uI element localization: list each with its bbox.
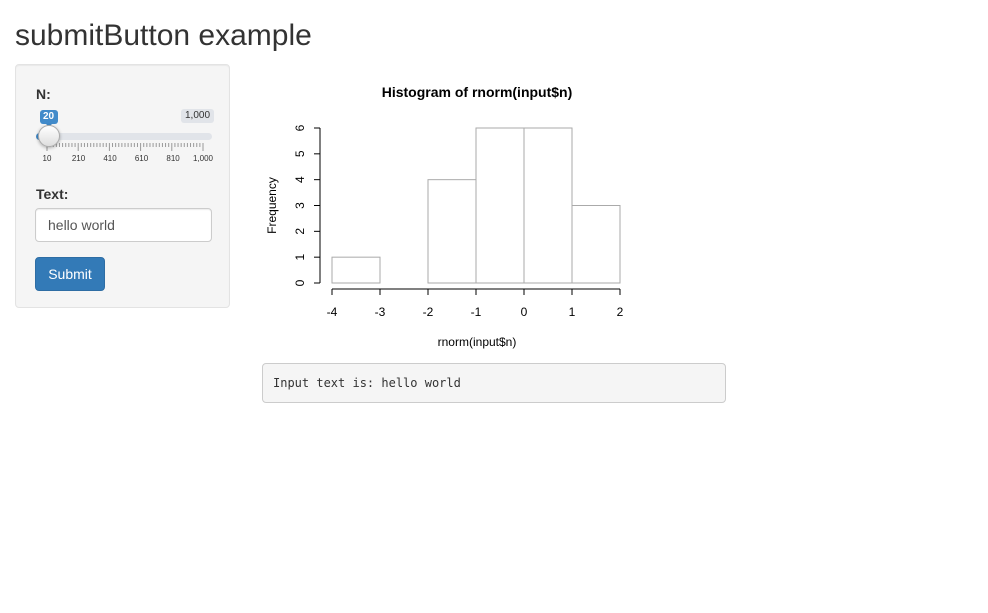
text-label: Text:	[36, 186, 69, 202]
histogram-bar	[427, 179, 477, 284]
histogram-bar	[331, 256, 381, 284]
slider-handle[interactable]	[37, 125, 60, 147]
y-tick-label: 5	[293, 150, 307, 157]
x-tick-label: -3	[375, 305, 386, 319]
text-output: Input text is: hello world	[262, 363, 726, 403]
slider-label: N:	[36, 86, 51, 102]
x-tick-label: -1	[471, 305, 482, 319]
y-tick-label: 0	[293, 279, 307, 286]
slider-tick-label: 410	[103, 154, 117, 163]
submit-button[interactable]: Submit	[35, 257, 105, 291]
page-title: submitButton example	[15, 19, 312, 52]
x-tick-label: 0	[521, 305, 528, 319]
x-tick-label: -4	[327, 305, 338, 319]
text-input[interactable]	[35, 208, 212, 242]
slider-ticks	[46, 143, 204, 151]
slider-tick-label: 610	[134, 154, 149, 163]
histogram-plot: Histogram of rnorm(input$n) -4 -3 -2 -1 0 1 2 rn…	[265, 84, 624, 349]
x-tick-label: 2	[617, 305, 624, 319]
y-tick-label: 4	[293, 176, 307, 183]
histogram-bar	[475, 127, 525, 284]
slider-tick-label: 1,000	[192, 154, 214, 163]
slider-max-badge: 1,000	[181, 109, 215, 123]
x-axis-label: rnorm(input$n)	[438, 335, 517, 349]
y-tick-label: 1	[293, 254, 307, 261]
y-tick-label: 6	[293, 124, 307, 131]
chart-title: Histogram of rnorm(input$n)	[382, 84, 573, 100]
slider-tick-label: 10	[42, 154, 52, 163]
y-tick-label: 3	[293, 202, 307, 209]
histogram-bar	[571, 205, 621, 284]
histogram-bar	[523, 127, 573, 284]
x-tick-label: -2	[423, 305, 434, 319]
slider-track[interactable]	[36, 133, 212, 140]
x-tick-label: 1	[569, 305, 576, 319]
y-axis-label: Frequency	[265, 177, 279, 234]
y-tick-label: 2	[293, 228, 307, 235]
slider-tick-label: 210	[71, 154, 86, 163]
slider-tick-label: 810	[166, 154, 180, 163]
